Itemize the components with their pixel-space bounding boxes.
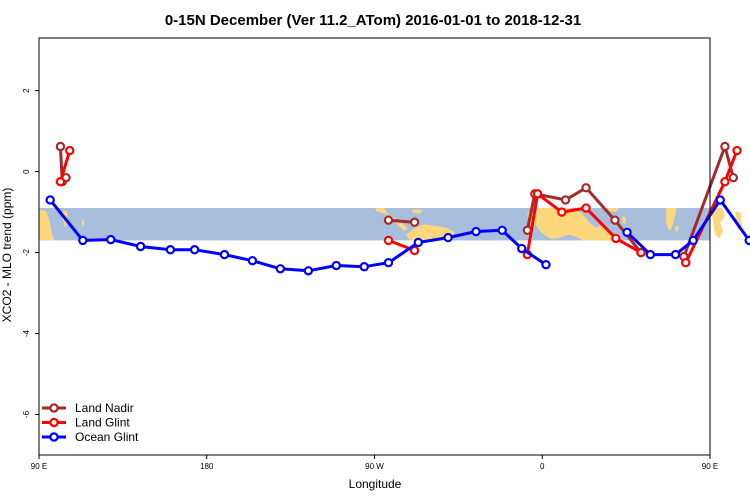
land-glint-point <box>409 245 420 256</box>
ocean-glint-point <box>413 237 424 248</box>
legend-swatch-point-land-nadir <box>49 403 59 413</box>
land-africa <box>534 208 617 241</box>
y-tick-label: -4 <box>22 329 31 337</box>
ocean-glint-point <box>247 255 258 266</box>
land-nadir-point <box>720 141 730 152</box>
land-nadir-point <box>610 215 620 225</box>
land-indochina-left <box>39 209 55 241</box>
legend-label-ocean-glint: Ocean Glint <box>75 430 139 444</box>
ocean-glint-point <box>645 249 656 260</box>
ocean-glint-point <box>189 245 200 255</box>
y-tick-label: 2 <box>22 88 31 93</box>
ocean-glint-point <box>106 234 116 245</box>
ocean-glint-point <box>443 232 453 243</box>
land-glint-line <box>525 192 642 255</box>
ocean-glint-point <box>541 260 551 270</box>
land-nadir-point <box>383 215 394 225</box>
x-axis-label: Longitude <box>349 477 402 491</box>
land-glint-point <box>65 145 75 156</box>
land-arabia-tip <box>607 208 619 212</box>
land-nadir-point <box>560 195 571 205</box>
ocean-glint-point <box>275 264 286 274</box>
land-glint-point <box>383 235 394 246</box>
land-micronesia <box>81 219 84 226</box>
ocean-glint-point <box>78 235 88 246</box>
x-tick-label: 90 W <box>365 462 384 471</box>
land-nadir-point <box>581 183 591 193</box>
land-south-america <box>406 224 455 241</box>
land-glint-point <box>681 257 691 268</box>
y-axis-label: XCO2 - MLO trend (ppm) <box>0 188 14 323</box>
land-glint-point <box>55 177 66 187</box>
ocean-glint-point <box>688 235 698 246</box>
ocean-glint-point <box>383 257 394 268</box>
legend-label-land-glint: Land Glint <box>75 416 130 430</box>
land-nadir-point <box>409 217 420 227</box>
land-glint-point <box>532 189 543 199</box>
ocean-glint-point <box>219 249 230 260</box>
land-nadir-line <box>525 186 643 254</box>
chart-title: 0-15N December (Ver 11.2_ATom) 2016-01-0… <box>165 12 581 29</box>
ocean-glint-point <box>359 262 369 272</box>
land-srilanka <box>675 225 679 232</box>
y-tick-label: 0 <box>22 169 31 174</box>
ocean-glint-point <box>331 260 341 271</box>
land-caribbean <box>411 209 423 214</box>
ocean-glint-point <box>517 243 527 254</box>
x-tick-label: 90 E <box>702 462 718 471</box>
land-glint-point <box>581 203 591 213</box>
ocean-glint-line <box>626 198 750 257</box>
legend-swatch-point-land-glint <box>49 417 59 428</box>
land-glint-point <box>720 177 730 187</box>
land-glint-point <box>557 207 567 217</box>
land-central-america <box>375 208 409 231</box>
ocean-glint-point <box>715 195 725 205</box>
land-glint-point <box>611 233 621 244</box>
legend-label-land-nadir: Land Nadir <box>75 401 134 415</box>
ocean-glint-point <box>497 225 507 236</box>
ocean-glint-point <box>165 245 176 255</box>
ocean-glint-point <box>670 249 681 260</box>
ocean-glint-point <box>744 235 750 246</box>
land-indochina <box>710 208 725 239</box>
ocean-glint-point <box>135 241 146 252</box>
ocean-glint-point <box>45 195 55 205</box>
y-tick-label: -2 <box>22 248 31 256</box>
legend-swatch-point-ocean-glint <box>49 432 59 442</box>
ocean-glint-point <box>622 227 632 238</box>
land-nadir-point <box>55 141 66 152</box>
ocean-glint-point <box>471 226 481 237</box>
land-nadir-point <box>728 172 738 183</box>
land-glint-point <box>636 247 646 258</box>
ocean-glint-point <box>303 266 314 276</box>
land-glint-line <box>684 149 739 264</box>
series-layer <box>45 141 750 276</box>
x-tick-label: 90 E <box>31 462 47 471</box>
x-tick-label: 180 <box>200 462 214 471</box>
y-tick-label: -6 <box>22 410 31 418</box>
land-india <box>666 208 677 231</box>
land-glint-point <box>732 145 742 156</box>
x-tick-label: 0 <box>540 462 545 471</box>
axes-layer: 90 E 180 90 W 0 90 E 2 0 -2 -4 -6 <box>22 88 718 471</box>
land-glint-line <box>58 150 72 183</box>
land-horn-islands <box>622 216 627 225</box>
